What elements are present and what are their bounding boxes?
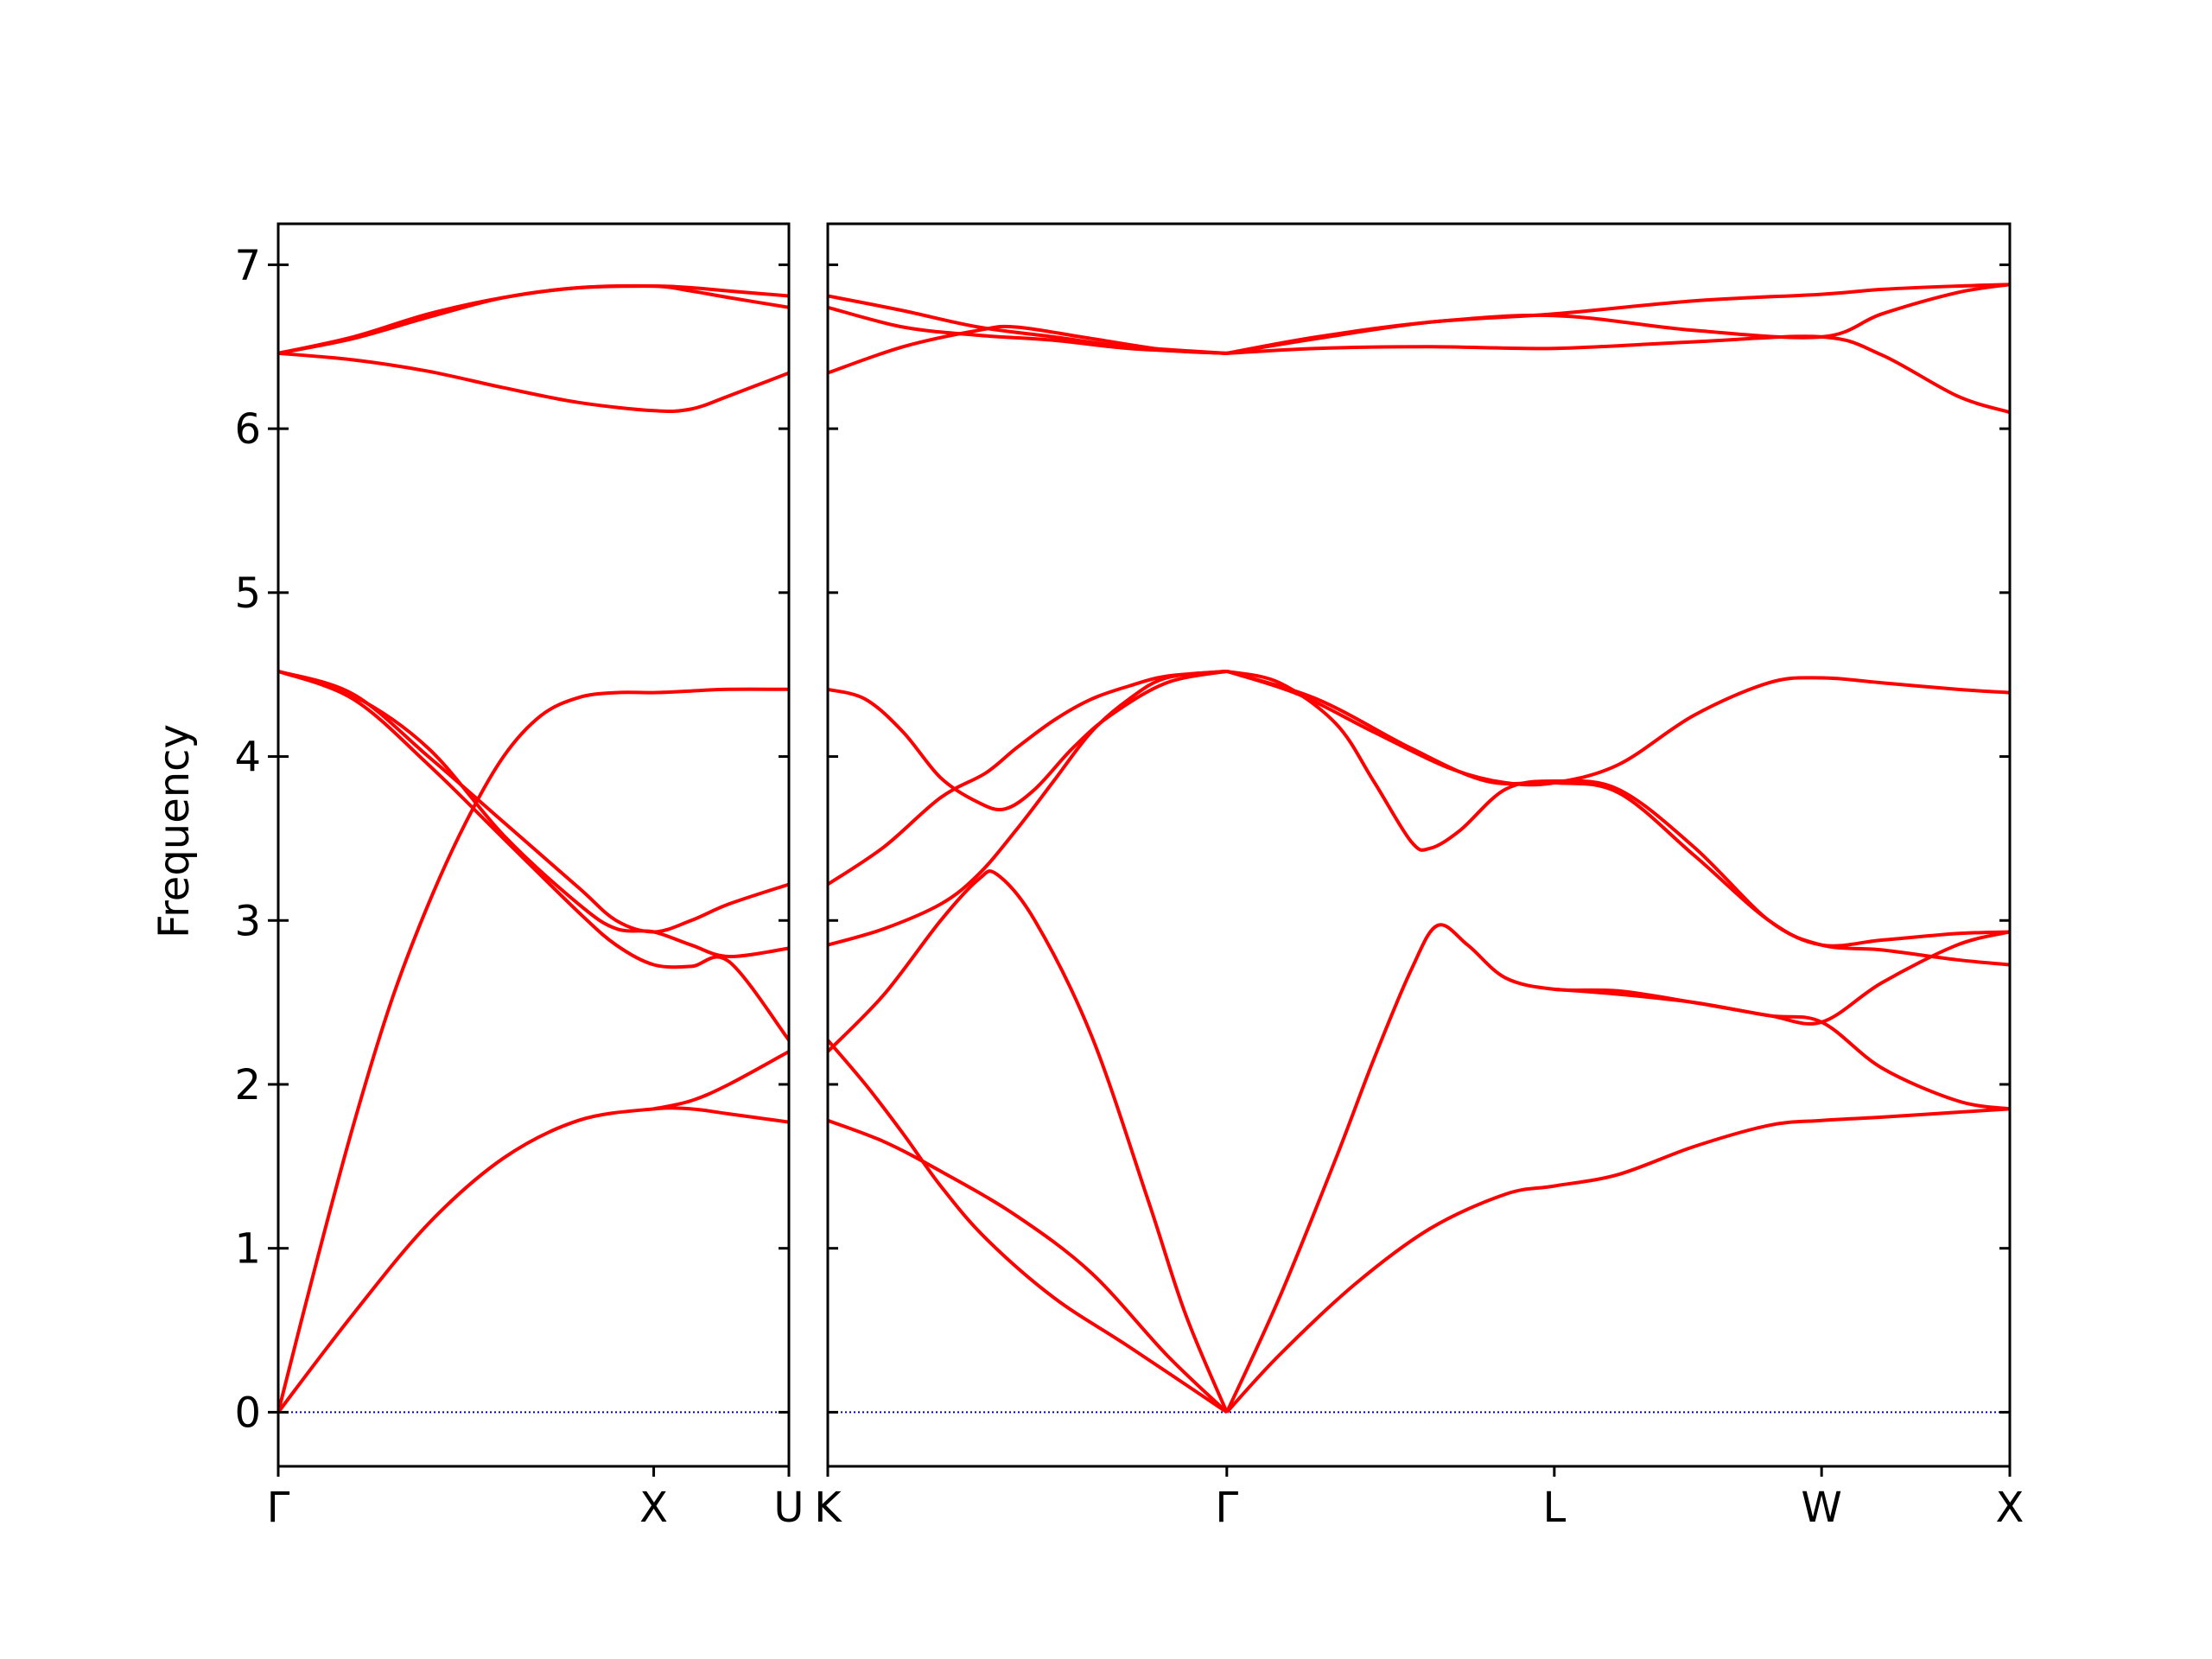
band-line-13 [828, 305, 1227, 355]
band-line-0 [278, 687, 789, 1413]
band-line-5 [828, 669, 1228, 812]
band-line-11 [1554, 930, 2010, 1026]
band-line-5 [278, 669, 789, 934]
y-axis-labels: 0 1 2 3 4 5 6 7 [234, 241, 278, 1437]
band-line-0 [828, 1118, 1229, 1414]
x-tick-label: Γ [1215, 1484, 1238, 1532]
y-tick-label: 5 [234, 569, 261, 618]
band-line-16 [1226, 283, 2010, 355]
panel-frame [276, 222, 791, 1468]
x-tick-label: U [773, 1484, 804, 1532]
y-axis-label: Frequency [150, 724, 199, 938]
band-line-17 [1226, 283, 2010, 355]
y-tick-label: 2 [234, 1061, 261, 1109]
band-line-4 [278, 669, 789, 959]
band-line-10 [1226, 669, 2010, 948]
y-tick-label: 0 [234, 1389, 261, 1437]
band-line-15 [1226, 334, 2010, 415]
band-line-6 [278, 351, 789, 413]
y-tick-label: 4 [234, 734, 261, 782]
band-line-2 [828, 869, 1229, 1414]
band-line-1 [828, 1039, 1228, 1414]
x-tick-label: Γ [267, 1484, 290, 1532]
band-line-7 [1225, 1107, 2010, 1414]
band-line-9 [1226, 669, 2010, 787]
y-tick-label: 3 [234, 897, 261, 945]
x-tick-label: L [1542, 1484, 1566, 1532]
band-lines [828, 283, 2010, 1414]
x-tick-label: W [1801, 1484, 1841, 1532]
band-line-8 [278, 284, 789, 355]
y-tick-label: 6 [234, 405, 261, 454]
band-line-3 [278, 670, 789, 1042]
band-line-7 [278, 283, 789, 355]
band-lines [278, 283, 789, 1414]
band-line-1 [278, 1106, 789, 1414]
x-tick-label: K [814, 1484, 842, 1532]
x-tick-label: X [1996, 1484, 2024, 1532]
y-tick-label: 7 [234, 241, 261, 289]
y-tick-label: 1 [234, 1225, 261, 1274]
x-tick-label: X [639, 1484, 668, 1532]
band-line-4 [828, 669, 1227, 887]
band-line-6 [1224, 923, 2010, 1414]
band-line-14 [828, 294, 1227, 355]
band-line-3 [828, 669, 1228, 947]
panel-frame [826, 222, 2012, 1468]
band-line-2 [653, 1050, 789, 1111]
